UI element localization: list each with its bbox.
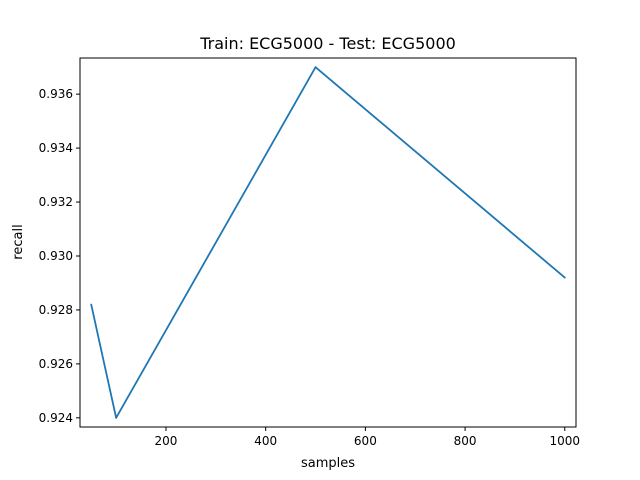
data-point bbox=[563, 276, 566, 279]
series-group bbox=[90, 66, 566, 419]
x-tick-label: 600 bbox=[354, 434, 377, 448]
y-tick-label: 0.926 bbox=[39, 357, 73, 371]
y-tick-label: 0.928 bbox=[39, 303, 73, 317]
x-tick-label: 200 bbox=[155, 434, 178, 448]
x-tick-label: 1000 bbox=[550, 434, 581, 448]
data-point bbox=[115, 416, 118, 419]
plot-frame bbox=[79, 57, 577, 428]
y-tick-label: 0.930 bbox=[39, 249, 73, 263]
y-tick-label: 0.932 bbox=[39, 195, 73, 209]
axis-ticks: 200 400 600 800 1000 0.924 0.926 0.928 0.930 0.93… bbox=[39, 87, 580, 448]
x-tick-label: 400 bbox=[254, 434, 277, 448]
data-point bbox=[90, 303, 93, 306]
x-tick-label: 800 bbox=[454, 434, 477, 448]
y-tick-label: 0.936 bbox=[39, 87, 73, 101]
series-line bbox=[90, 66, 566, 419]
y-axis-label: recall bbox=[11, 224, 26, 259]
chart-title: Train: ECG5000 - Test: ECG5000 bbox=[199, 34, 456, 53]
y-tick-label: 0.934 bbox=[39, 141, 73, 155]
x-axis-label: samples bbox=[301, 456, 355, 471]
data-point bbox=[314, 66, 317, 69]
y-tick-label: 0.924 bbox=[39, 411, 73, 425]
